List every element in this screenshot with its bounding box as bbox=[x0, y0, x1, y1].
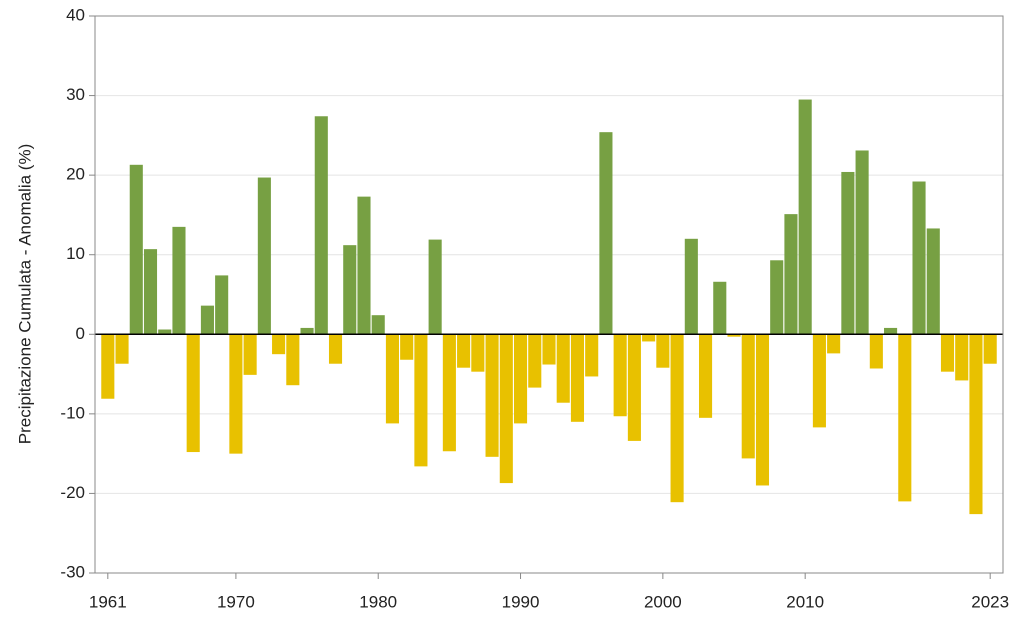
bar bbox=[328, 334, 343, 364]
bar bbox=[542, 334, 556, 365]
bar bbox=[983, 334, 997, 364]
y-axis-label: Precipitazione Cumulata - Anomalia (%) bbox=[15, 144, 34, 444]
bar bbox=[727, 334, 741, 337]
bar bbox=[143, 249, 158, 335]
bar bbox=[741, 334, 755, 459]
bar bbox=[158, 329, 172, 335]
bar bbox=[869, 334, 883, 369]
bar bbox=[129, 164, 143, 335]
x-tick-label: 1961 bbox=[89, 592, 127, 611]
bar bbox=[713, 281, 727, 335]
bar bbox=[827, 334, 841, 354]
bar bbox=[528, 334, 542, 388]
bar bbox=[613, 334, 627, 417]
bar bbox=[428, 239, 442, 335]
bar bbox=[841, 171, 855, 335]
bar bbox=[627, 334, 641, 441]
bar bbox=[471, 334, 485, 372]
bar bbox=[485, 334, 499, 457]
bar bbox=[371, 315, 385, 335]
bar bbox=[912, 181, 926, 335]
bar bbox=[172, 226, 186, 335]
bar bbox=[898, 334, 912, 502]
y-tick-label: 20 bbox=[66, 165, 85, 184]
bar bbox=[357, 196, 371, 335]
bar bbox=[101, 334, 115, 399]
x-tick-label: 1970 bbox=[217, 592, 255, 611]
bar bbox=[699, 334, 713, 418]
bar bbox=[343, 245, 357, 335]
x-tick-label: 1990 bbox=[502, 592, 540, 611]
y-tick-label: 30 bbox=[66, 85, 85, 104]
bar bbox=[556, 334, 570, 403]
bar bbox=[784, 214, 798, 335]
bar bbox=[200, 305, 214, 335]
bar bbox=[272, 334, 286, 355]
bar bbox=[955, 334, 969, 381]
bar bbox=[499, 334, 513, 484]
bar bbox=[812, 334, 826, 428]
bar bbox=[884, 327, 898, 335]
bar bbox=[115, 334, 129, 364]
bar bbox=[385, 334, 399, 424]
plot-frame bbox=[94, 15, 1004, 574]
bar bbox=[257, 177, 271, 335]
bar bbox=[940, 334, 955, 372]
x-tick-label: 2023 bbox=[971, 592, 1009, 611]
bar bbox=[770, 260, 784, 335]
x-tick-label: 1980 bbox=[359, 592, 397, 611]
y-tick-label: -20 bbox=[60, 483, 85, 502]
bar bbox=[798, 99, 812, 335]
x-tick-label: 2010 bbox=[786, 592, 824, 611]
y-tick-label: -10 bbox=[60, 403, 85, 422]
bar bbox=[656, 334, 670, 368]
bar bbox=[570, 334, 585, 422]
bar bbox=[642, 334, 656, 342]
bar bbox=[229, 334, 243, 454]
bar bbox=[243, 334, 257, 375]
bar bbox=[969, 334, 983, 515]
y-tick-label: 40 bbox=[66, 5, 85, 24]
x-tick-label: 2000 bbox=[644, 592, 682, 611]
bar bbox=[215, 275, 229, 335]
bar bbox=[286, 334, 300, 386]
y-tick-label: -30 bbox=[60, 562, 85, 581]
bar bbox=[585, 334, 599, 377]
y-tick-label: 10 bbox=[66, 244, 85, 263]
bar bbox=[300, 327, 314, 335]
bar bbox=[599, 132, 613, 335]
bar bbox=[457, 334, 471, 368]
bar bbox=[314, 116, 328, 335]
bar bbox=[186, 334, 200, 453]
bar bbox=[855, 150, 869, 335]
bar bbox=[755, 334, 770, 486]
bar bbox=[926, 228, 940, 335]
bar bbox=[670, 334, 684, 503]
bar bbox=[513, 334, 528, 424]
y-tick-label: 0 bbox=[76, 324, 85, 343]
bar bbox=[414, 334, 428, 467]
bar bbox=[442, 334, 456, 452]
bar bbox=[400, 334, 414, 360]
bar bbox=[684, 238, 698, 335]
